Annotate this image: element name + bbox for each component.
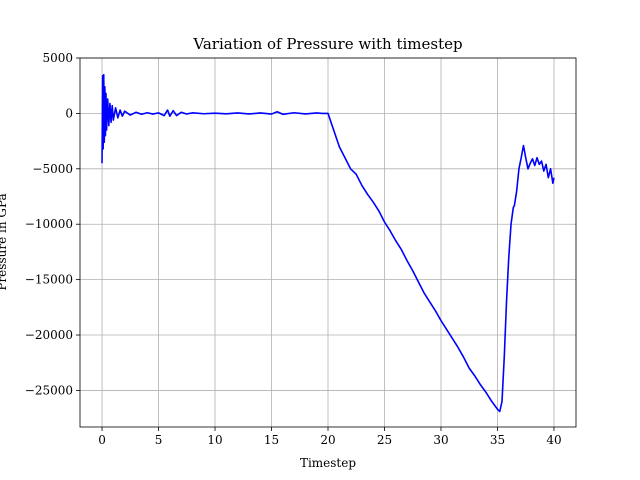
y-axis-ticks: 5000 0 −5000 −10000 −15000 −20000 −25000 [25,51,80,397]
x-axis-label: Timestep [300,456,356,470]
x-tick-label: 30 [433,433,448,447]
y-tick-label: −25000 [25,383,73,397]
y-tick-label: −10000 [25,217,73,231]
y-tick-label: −5000 [32,162,73,176]
grid-lines [80,57,576,427]
x-tick-label: 20 [320,433,335,447]
y-tick-label: −20000 [25,328,73,342]
x-tick-label: 5 [155,433,163,447]
x-tick-label: 10 [207,433,222,447]
series-line-pressure [101,73,555,413]
y-tick-label: 5000 [42,51,73,65]
chart-title: Variation of Pressure with timestep [192,35,462,53]
y-tick-label: −15000 [25,273,73,287]
x-tick-label: 35 [490,433,505,447]
y-axis-label: Pressure in GPa [0,193,9,290]
x-tick-label: 25 [377,433,392,447]
x-tick-label: 15 [264,433,279,447]
y-tick-label: 0 [65,106,73,120]
x-tick-label: 40 [546,433,561,447]
x-axis-ticks: 0 5 10 15 20 25 30 35 40 [98,427,562,447]
x-tick-label: 0 [98,433,106,447]
